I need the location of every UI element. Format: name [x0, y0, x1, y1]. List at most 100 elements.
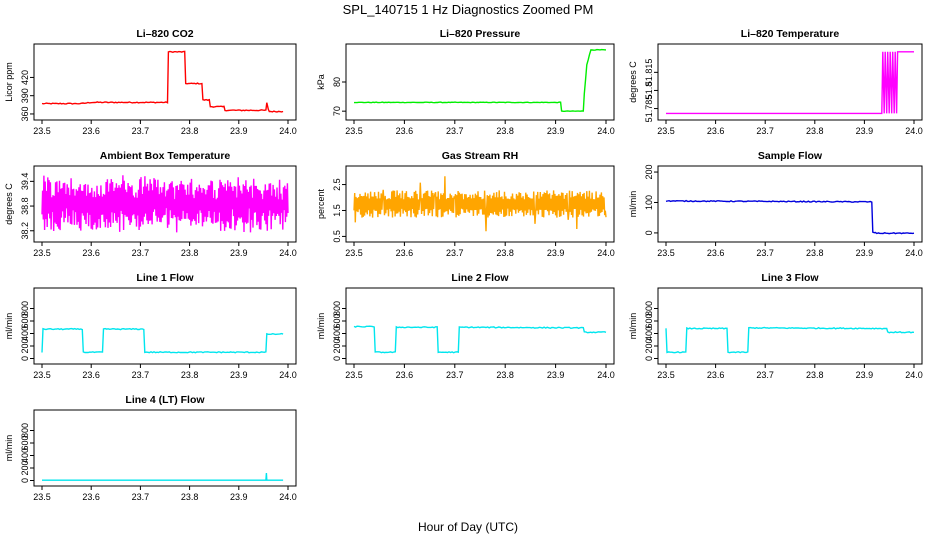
panel-title: Li–820 CO2	[136, 28, 193, 40]
y-tick-label: 51.785	[644, 95, 654, 123]
x-tick-label: 23.7	[132, 370, 150, 380]
series-line	[41, 175, 289, 233]
y-tick-label: 800	[20, 423, 30, 438]
x-tick-label: 23.8	[496, 248, 514, 258]
x-tick-label: 23.5	[33, 492, 51, 502]
y-tick-label: 0.5	[332, 230, 342, 243]
x-tick-label: 23.5	[33, 248, 51, 258]
x-tick-label: 23.5	[33, 370, 51, 380]
x-tick-label: 23.6	[707, 370, 725, 380]
x-tick-label: 23.8	[806, 126, 824, 136]
chart-panel-6: Sample Flow 23.5 23.6 23.7 23.8 23.9 24.0 0 100 2…	[628, 150, 923, 258]
y-tick-label: 1.5	[332, 204, 342, 217]
x-tick-label: 23.8	[806, 370, 824, 380]
chart-panel-2: Li–820 Pressure 23.5 23.6 23.7 23.8 23.9 24.0 7…	[316, 28, 615, 136]
x-tick-label: 23.8	[496, 370, 514, 380]
y-tick-label: 0	[644, 230, 654, 235]
y-tick-label: 38.2	[20, 222, 30, 240]
x-tick-label: 23.5	[345, 370, 363, 380]
y-tick-label: 400	[644, 326, 654, 341]
panel-frame	[33, 287, 297, 365]
y-tick-label: 100	[644, 195, 654, 210]
y-tick-label: 400	[20, 448, 30, 463]
chart-panel-3: Li–820 Temperature 23.5 23.6 23.7 23.8 23.9 24…	[628, 28, 923, 136]
y-tick-label: 800	[20, 301, 30, 316]
x-tick-label: 23.5	[657, 248, 675, 258]
y-axis-label: degrees C	[4, 183, 14, 225]
chart-panel-1: Li–820 CO2 23.5 23.6 23.7 23.8 23.9 24.0 360 390…	[4, 28, 297, 136]
y-tick-label: 200	[20, 338, 30, 353]
panel-title: Line 1 Flow	[136, 272, 194, 284]
x-tick-label: 24.0	[597, 126, 615, 136]
y-tick-label: 360	[20, 106, 30, 121]
x-tick-label: 23.9	[856, 370, 874, 380]
x-tick-label: 23.6	[707, 126, 725, 136]
x-tick-label: 23.6	[82, 126, 100, 136]
x-tick-label: 24.0	[905, 370, 923, 380]
y-tick-label: 390	[20, 88, 30, 103]
panel-title: Ambient Box Temperature	[100, 150, 231, 162]
x-tick-label: 24.0	[597, 248, 615, 258]
y-tick-label: 600	[20, 313, 30, 328]
x-tick-label: 23.8	[181, 126, 199, 136]
y-tick-label: 38.8	[20, 197, 30, 215]
panel-frame	[657, 287, 923, 365]
y-tick-label: 2.5	[332, 178, 342, 191]
y-axis-label: ml/min	[628, 191, 638, 218]
x-tick-label: 23.8	[496, 126, 514, 136]
x-tick-label: 23.6	[82, 248, 100, 258]
y-axis-label: ml/min	[4, 435, 14, 462]
x-tick-label: 23.6	[82, 370, 100, 380]
series-line	[353, 176, 607, 232]
x-tick-label: 23.5	[33, 126, 51, 136]
x-tick-label: 23.7	[756, 126, 774, 136]
panel-frame	[33, 165, 297, 243]
x-tick-label: 23.6	[82, 492, 100, 502]
panel-title: Li–820 Temperature	[741, 28, 840, 40]
x-tick-label: 23.5	[345, 126, 363, 136]
x-tick-label: 23.6	[396, 370, 414, 380]
chart-panel-5: Gas Stream RH 23.5 23.6 23.7 23.8 23.9 24.0 0.5…	[316, 150, 615, 258]
x-tick-label: 23.7	[446, 248, 464, 258]
y-tick-label: 51.8	[644, 82, 654, 100]
x-tick-label: 24.0	[279, 248, 297, 258]
series-line	[354, 48, 607, 113]
x-tick-label: 23.7	[446, 370, 464, 380]
panel-title: Li–820 Pressure	[440, 28, 521, 40]
panel-title: Line 2 Flow	[451, 272, 509, 284]
panel-title: Line 4 (LT) Flow	[125, 394, 205, 406]
x-tick-label: 23.9	[547, 126, 565, 136]
panel-frame	[33, 43, 297, 121]
x-tick-label: 23.7	[756, 248, 774, 258]
figure-title: SPL_140715 1 Hz Diagnostics Zoomed PM	[343, 2, 594, 17]
x-tick-label: 23.9	[230, 492, 248, 502]
x-tick-label: 24.0	[905, 126, 923, 136]
x-tick-label: 23.7	[132, 248, 150, 258]
x-tick-label: 23.5	[657, 370, 675, 380]
x-tick-label: 23.7	[132, 126, 150, 136]
series-line	[665, 199, 915, 235]
x-tick-label: 23.9	[547, 370, 565, 380]
y-tick-label: 200	[644, 338, 654, 353]
y-tick-label: 200	[644, 165, 654, 180]
y-tick-label: 0	[644, 356, 654, 361]
y-axis-label: degrees C	[628, 61, 638, 103]
x-tick-label: 23.6	[396, 248, 414, 258]
x-tick-label: 23.5	[657, 126, 675, 136]
series-line	[41, 50, 284, 113]
y-tick-label: 200	[332, 338, 342, 353]
panel-frame	[657, 43, 923, 121]
panel-title: Line 3 Flow	[761, 272, 819, 284]
y-tick-label: 400	[332, 326, 342, 341]
chart-panel-8: Line 2 Flow 23.5 23.6 23.7 23.8 23.9 24.0 0 2004…	[316, 272, 615, 380]
panel-frame	[33, 409, 297, 487]
figure-x-axis-label: Hour of Day (UTC)	[418, 520, 518, 534]
x-tick-label: 23.7	[756, 370, 774, 380]
x-tick-label: 23.9	[230, 248, 248, 258]
chart-panel-4: Ambient Box Temperature 23.5 23.6 23.7 23.8 2…	[4, 150, 297, 258]
y-axis-label: ml/min	[4, 313, 14, 340]
y-tick-label: 400	[20, 326, 30, 341]
x-tick-label: 23.9	[856, 248, 874, 258]
x-tick-label: 23.7	[446, 126, 464, 136]
